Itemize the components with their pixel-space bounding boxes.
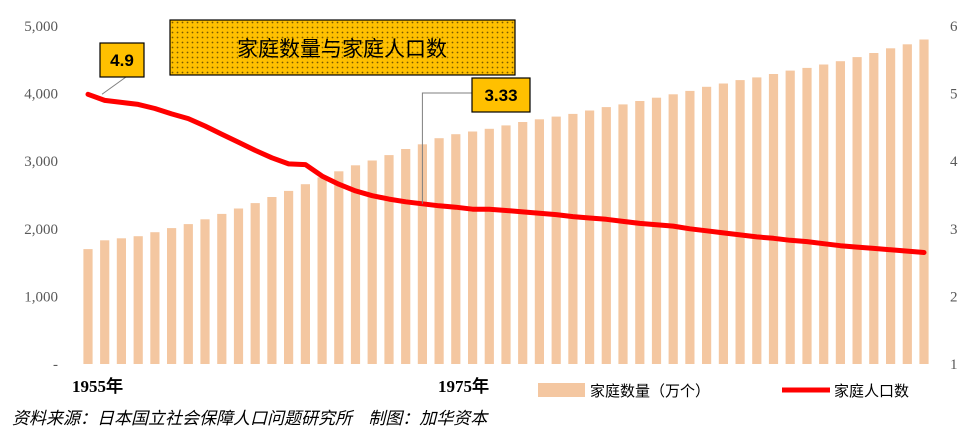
right-tick-label: 6 <box>950 19 958 35</box>
bar-1958 <box>133 236 143 364</box>
x-axis-ticks: 1955年 1975年 <box>72 376 489 396</box>
bar-1969 <box>317 177 327 364</box>
callout-leader <box>421 92 472 204</box>
legend: 家庭数量（万个） 家庭人口数 <box>538 382 909 400</box>
bar-1998 <box>802 67 812 365</box>
bar-1956 <box>100 240 110 364</box>
bar-1996 <box>768 74 779 364</box>
bar-1988 <box>635 101 645 364</box>
bar-1967 <box>284 190 294 364</box>
bar-1993 <box>718 83 728 364</box>
bar-1972 <box>367 160 377 364</box>
right-tick-label: 1 <box>950 357 958 373</box>
bar-2004 <box>902 44 912 365</box>
chart-title-box: 家庭数量与家庭人口数 <box>169 19 516 76</box>
household-count-bars <box>83 39 929 365</box>
right-tick-label: 3 <box>950 222 958 238</box>
bar-1981 <box>518 122 528 364</box>
callout-box <box>99 42 145 78</box>
bar-1973 <box>384 155 394 364</box>
left-tick-label: 2,000 <box>24 222 58 238</box>
bar-1983 <box>551 116 561 364</box>
left-tick-label: 1,000 <box>24 289 58 305</box>
bar-2000 <box>835 61 845 364</box>
bar-1959 <box>150 232 160 364</box>
bar-1997 <box>785 70 795 364</box>
bar-1966 <box>267 197 277 364</box>
bar-1968 <box>300 184 310 364</box>
legend-bar-label: 家庭数量（万个） <box>590 382 710 400</box>
x-tick-label-mid: 1975年 <box>438 376 489 396</box>
x-tick-label-start: 1955年 <box>72 376 123 396</box>
bar-1960 <box>167 228 177 364</box>
bar-1962 <box>200 219 210 364</box>
legend-bar-swatch <box>538 383 585 397</box>
bar-1982 <box>534 119 544 364</box>
bar-2001 <box>852 57 862 364</box>
left-tick-label: 3,000 <box>24 154 58 170</box>
right-tick-label: 2 <box>950 289 958 305</box>
bar-1964 <box>233 208 244 364</box>
bar-1987 <box>618 104 628 365</box>
source-note: 资料来源：日本国立社会保障人口问题研究所 制图：加华资本 <box>12 409 488 429</box>
bar-1995 <box>752 77 762 365</box>
callouts: 4.9 3.33 <box>99 42 531 204</box>
bar-1980 <box>501 125 511 365</box>
bar-1978 <box>468 131 478 364</box>
right-tick-label: 4 <box>950 154 958 170</box>
left-tick-label: 5,000 <box>24 19 58 35</box>
bar-2005 <box>919 39 929 364</box>
right-tick-label: 5 <box>950 87 958 103</box>
bar-1955 <box>83 249 93 364</box>
bar-1985 <box>585 110 595 364</box>
bar-1979 <box>484 128 494 364</box>
bar-2002 <box>869 53 879 364</box>
bar-1971 <box>350 165 361 364</box>
bar-1992 <box>702 86 712 365</box>
right-axis-ticks: 1 2 3 4 5 6 <box>950 19 958 373</box>
bar-1989 <box>651 97 662 364</box>
callout-value: 4.9 <box>110 51 134 70</box>
callout-leader <box>101 76 127 95</box>
bar-1999 <box>819 64 829 364</box>
bar-1975 <box>417 144 427 364</box>
bar-1961 <box>183 224 193 364</box>
bar-1976 <box>434 138 444 364</box>
bar-1963 <box>217 213 227 364</box>
legend-line-label: 家庭人口数 <box>834 382 909 400</box>
left-tick-label: 4,000 <box>24 87 58 103</box>
bar-1965 <box>250 203 260 364</box>
bar-1957 <box>116 238 126 364</box>
bar-1977 <box>451 134 461 364</box>
bar-1970 <box>334 171 344 364</box>
bar-1994 <box>735 80 745 364</box>
left-tick-label: - <box>53 357 58 373</box>
callout-box <box>471 77 531 113</box>
bar-2003 <box>886 48 896 365</box>
left-axis-ticks: - 1,000 2,000 3,000 4,000 5,000 <box>24 19 58 373</box>
callout-value: 3.33 <box>484 86 517 105</box>
bar-1986 <box>601 107 611 364</box>
bar-1974 <box>401 149 411 364</box>
household-size-line <box>85 91 927 255</box>
chart-title: 家庭数量与家庭人口数 <box>237 37 447 61</box>
bar-1990 <box>668 94 678 365</box>
bar-1984 <box>568 113 578 365</box>
